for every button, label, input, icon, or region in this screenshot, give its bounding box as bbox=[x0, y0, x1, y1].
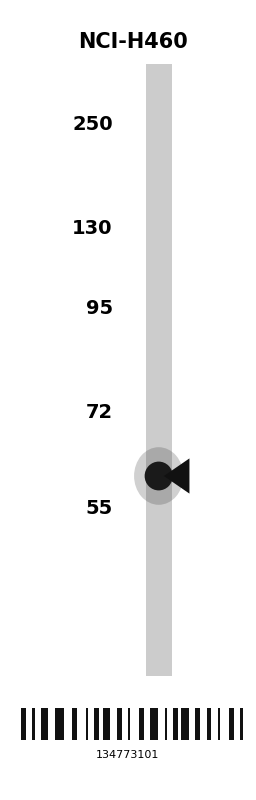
Bar bbox=[103, 708, 110, 740]
Text: 250: 250 bbox=[72, 114, 113, 134]
Bar bbox=[229, 708, 234, 740]
Ellipse shape bbox=[145, 462, 173, 490]
Bar bbox=[146, 64, 172, 676]
Text: 55: 55 bbox=[86, 498, 113, 518]
Bar bbox=[139, 708, 144, 740]
Text: 72: 72 bbox=[86, 402, 113, 422]
Text: 130: 130 bbox=[72, 218, 113, 238]
Bar bbox=[195, 708, 200, 740]
Bar bbox=[117, 708, 122, 740]
Bar bbox=[94, 708, 99, 740]
Bar bbox=[128, 708, 130, 740]
Text: 134773101: 134773101 bbox=[96, 750, 160, 760]
Bar bbox=[33, 708, 35, 740]
Bar bbox=[151, 708, 158, 740]
Bar bbox=[72, 708, 77, 740]
Bar bbox=[41, 708, 48, 740]
Bar bbox=[173, 708, 178, 740]
Bar bbox=[240, 708, 243, 740]
Text: 95: 95 bbox=[86, 298, 113, 318]
Bar bbox=[182, 708, 189, 740]
Bar bbox=[55, 708, 65, 740]
Bar bbox=[21, 708, 26, 740]
Bar bbox=[218, 708, 220, 740]
Ellipse shape bbox=[134, 447, 183, 505]
Bar bbox=[86, 708, 88, 740]
Bar bbox=[207, 708, 211, 740]
Polygon shape bbox=[164, 458, 189, 494]
Bar bbox=[165, 708, 167, 740]
Text: NCI-H460: NCI-H460 bbox=[78, 32, 188, 52]
